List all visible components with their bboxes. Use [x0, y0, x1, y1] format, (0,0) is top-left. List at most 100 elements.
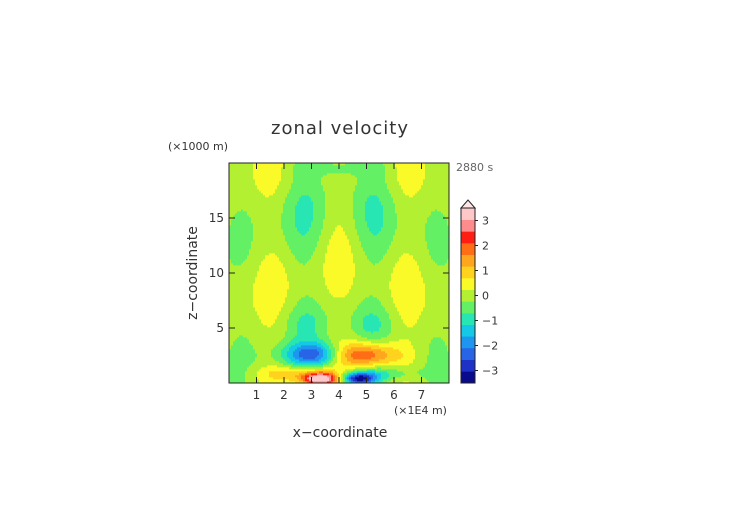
- heatmap-cell: [351, 367, 354, 370]
- heatmap-cell: [385, 307, 388, 310]
- heatmap-cell: [405, 339, 408, 342]
- heatmap-cell: [283, 359, 286, 362]
- heatmap-cell: [379, 327, 382, 330]
- heatmap-cell: [261, 305, 264, 308]
- heatmap-cell: [345, 381, 348, 384]
- heatmap-cell: [389, 309, 392, 312]
- heatmap-cell: [261, 307, 264, 310]
- heatmap-cell: [383, 365, 386, 368]
- heatmap-cell: [341, 381, 344, 384]
- heatmap-cell: [261, 377, 264, 380]
- heatmap-cell: [253, 303, 256, 306]
- heatmap-cell: [405, 347, 408, 350]
- heatmap-cell: [445, 303, 448, 306]
- heatmap-cell: [273, 351, 276, 354]
- heatmap-cell: [273, 371, 276, 374]
- heatmap-cell: [339, 297, 342, 300]
- heatmap-cell: [351, 363, 354, 366]
- heatmap-cell: [251, 327, 254, 330]
- heatmap-cell: [277, 297, 280, 300]
- heatmap-cell: [313, 357, 316, 360]
- heatmap-cell: [283, 323, 286, 326]
- heatmap-cell: [341, 345, 344, 348]
- heatmap-cell: [375, 313, 378, 316]
- heatmap-cell: [417, 363, 420, 366]
- heatmap-cell: [335, 381, 338, 384]
- heatmap-cell: [341, 293, 344, 296]
- heatmap-cell: [303, 379, 306, 382]
- heatmap-cell: [391, 361, 394, 364]
- heatmap-cell: [401, 325, 404, 328]
- heatmap-cell: [385, 305, 388, 308]
- heatmap-cell: [229, 345, 232, 348]
- heatmap-cell: [433, 363, 436, 366]
- heatmap-cell: [401, 317, 404, 320]
- heatmap-cell: [343, 317, 346, 320]
- heatmap-cell: [259, 371, 262, 374]
- heatmap-cell: [369, 307, 372, 310]
- heatmap-cell: [377, 371, 380, 374]
- heatmap-cell: [423, 343, 426, 346]
- heatmap-cell: [363, 301, 366, 304]
- heatmap-cell: [269, 339, 272, 342]
- heatmap-cell: [257, 339, 260, 342]
- heatmap-cell: [331, 371, 334, 374]
- heatmap-cell: [347, 373, 350, 376]
- heatmap-cell: [313, 321, 316, 324]
- heatmap-cell: [265, 337, 268, 340]
- heatmap-cell: [447, 299, 450, 302]
- heatmap-cell: [385, 367, 388, 370]
- heatmap-cell: [257, 313, 260, 316]
- heatmap-cell: [303, 353, 306, 356]
- heatmap-cell: [371, 381, 374, 384]
- heatmap-cell: [395, 345, 398, 348]
- heatmap-cell: [269, 331, 272, 334]
- heatmap-cell: [329, 369, 332, 372]
- heatmap-cell: [281, 341, 284, 344]
- heatmap-cell: [325, 297, 328, 300]
- heatmap-cell: [313, 297, 316, 300]
- heatmap-cell: [287, 365, 290, 368]
- heatmap-cell: [391, 339, 394, 342]
- heatmap-cell: [301, 355, 304, 358]
- heatmap-cell: [433, 333, 436, 336]
- heatmap-cell: [431, 313, 434, 316]
- heatmap-cell: [329, 313, 332, 316]
- heatmap-cell: [317, 375, 320, 378]
- heatmap-cell: [341, 357, 344, 360]
- heatmap-cell: [361, 377, 364, 380]
- heatmap-cell: [439, 359, 442, 362]
- heatmap-cell: [229, 339, 232, 342]
- heatmap-cell: [387, 309, 390, 312]
- heatmap-cell: [443, 367, 446, 370]
- heatmap-cell: [327, 373, 330, 376]
- heatmap-cell: [349, 355, 352, 358]
- heatmap-cell: [283, 301, 286, 304]
- heatmap-cell: [285, 317, 288, 320]
- heatmap-cell: [429, 381, 432, 384]
- heatmap-cell: [419, 359, 422, 362]
- heatmap-cell: [443, 319, 446, 322]
- heatmap-cell: [333, 333, 336, 336]
- heatmap-cell: [313, 365, 316, 368]
- heatmap-cell: [251, 313, 254, 316]
- heatmap-cell: [301, 309, 304, 312]
- heatmap-cell: [323, 377, 326, 380]
- heatmap-cell: [345, 363, 348, 366]
- heatmap-cell: [333, 353, 336, 356]
- heatmap-cell: [357, 353, 360, 356]
- heatmap-cell: [317, 341, 320, 344]
- heatmap-cell: [313, 305, 316, 308]
- heatmap-cell: [391, 305, 394, 308]
- heatmap-cell: [285, 361, 288, 364]
- heatmap-cell: [411, 379, 414, 382]
- heatmap-cell: [281, 357, 284, 360]
- heatmap-cell: [277, 291, 280, 294]
- heatmap-cell: [231, 343, 234, 346]
- heatmap-cell: [317, 313, 320, 316]
- heatmap-cell: [301, 353, 304, 356]
- heatmap-cell: [271, 321, 274, 324]
- heatmap-cell: [229, 297, 232, 300]
- heatmap-cell: [421, 325, 424, 328]
- heatmap-cell: [287, 343, 290, 346]
